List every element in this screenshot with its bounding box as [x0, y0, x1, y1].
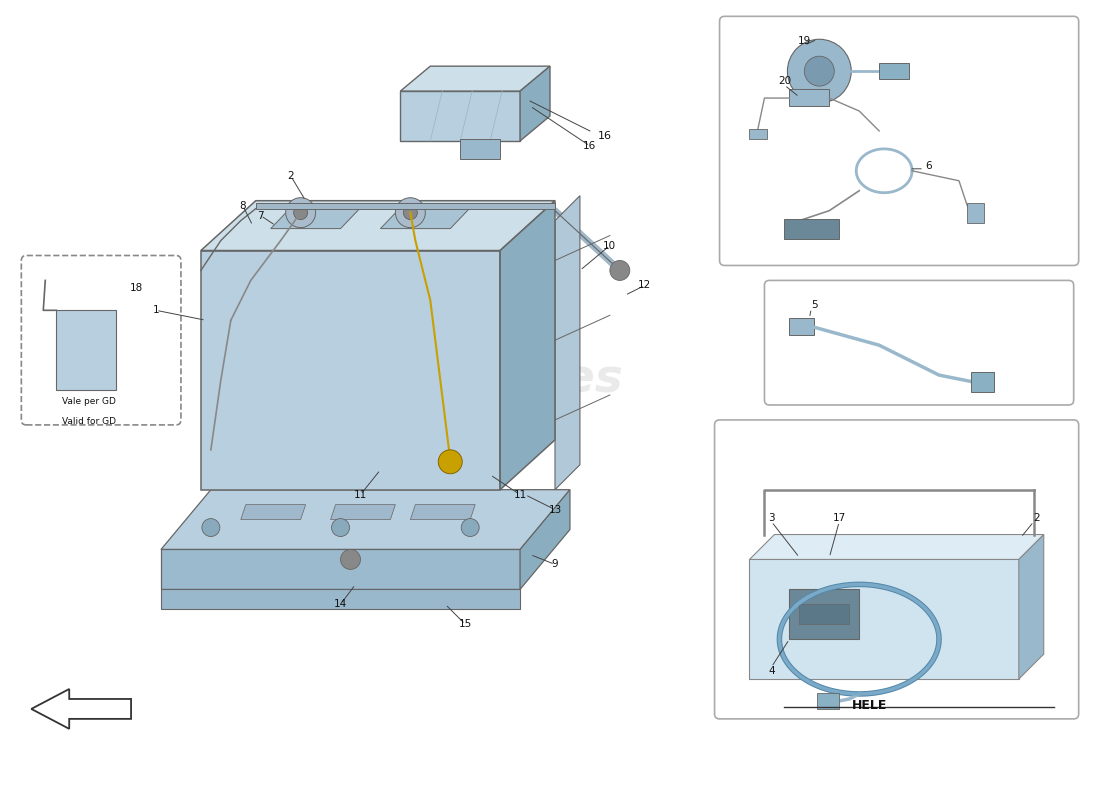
Polygon shape [749, 534, 1044, 559]
Text: 11: 11 [354, 490, 367, 500]
Polygon shape [161, 490, 570, 550]
Polygon shape [201, 201, 556, 250]
Polygon shape [400, 66, 550, 91]
Polygon shape [790, 89, 829, 106]
Text: 12: 12 [638, 280, 651, 290]
Polygon shape [817, 693, 839, 709]
Text: 16: 16 [598, 131, 612, 141]
Text: 14: 14 [334, 599, 348, 610]
Text: 13: 13 [549, 505, 562, 514]
Circle shape [788, 39, 851, 103]
Text: Vale per GD: Vale per GD [63, 398, 117, 406]
Text: 2: 2 [287, 170, 294, 181]
Text: HELE: HELE [851, 699, 887, 713]
Polygon shape [460, 139, 500, 159]
Text: 3: 3 [768, 513, 774, 522]
FancyBboxPatch shape [21, 255, 180, 425]
Polygon shape [201, 250, 500, 490]
Text: euromares: euromares [338, 358, 623, 402]
Text: Valid for GD: Valid for GD [63, 418, 117, 426]
Polygon shape [800, 604, 849, 624]
Circle shape [202, 518, 220, 537]
Text: 20: 20 [778, 76, 791, 86]
Polygon shape [161, 590, 520, 610]
Polygon shape [161, 550, 520, 590]
Text: 17: 17 [833, 513, 846, 522]
Text: 6: 6 [926, 161, 933, 171]
Text: 19: 19 [798, 36, 811, 46]
Polygon shape [556, 196, 580, 490]
Circle shape [294, 206, 308, 220]
Circle shape [404, 206, 417, 220]
Polygon shape [971, 372, 994, 392]
Polygon shape [520, 66, 550, 141]
Polygon shape [1019, 534, 1044, 679]
FancyBboxPatch shape [715, 420, 1079, 719]
Text: 15: 15 [459, 619, 472, 630]
Polygon shape [271, 206, 363, 229]
Polygon shape [241, 505, 306, 519]
Polygon shape [749, 559, 1019, 679]
Text: 11: 11 [514, 490, 527, 500]
Circle shape [341, 550, 361, 570]
Polygon shape [331, 505, 395, 519]
Polygon shape [500, 201, 556, 490]
FancyBboxPatch shape [719, 16, 1079, 266]
Polygon shape [31, 689, 131, 729]
FancyBboxPatch shape [764, 281, 1074, 405]
Polygon shape [410, 505, 475, 519]
Circle shape [804, 56, 834, 86]
Circle shape [395, 198, 426, 228]
Text: 9: 9 [552, 559, 559, 570]
Polygon shape [255, 202, 556, 209]
Polygon shape [967, 202, 983, 222]
Text: 4: 4 [768, 666, 774, 676]
Text: 2: 2 [1034, 513, 1041, 522]
Polygon shape [400, 91, 520, 141]
Text: 1: 1 [153, 306, 159, 315]
Text: 8: 8 [240, 201, 246, 210]
Circle shape [331, 518, 350, 537]
Polygon shape [749, 129, 768, 139]
Text: 18: 18 [130, 283, 143, 294]
Polygon shape [56, 310, 117, 390]
Text: 10: 10 [603, 241, 616, 250]
Circle shape [609, 261, 630, 281]
Polygon shape [790, 590, 859, 639]
Circle shape [286, 198, 316, 228]
Circle shape [438, 450, 462, 474]
Circle shape [461, 518, 480, 537]
Polygon shape [790, 318, 814, 335]
Text: a passion for parts since 1985: a passion for parts since 1985 [251, 470, 450, 510]
Text: 16: 16 [583, 141, 596, 151]
Polygon shape [879, 63, 909, 79]
Polygon shape [520, 490, 570, 590]
Polygon shape [381, 206, 472, 229]
Text: 7: 7 [257, 210, 264, 221]
Text: 5: 5 [811, 300, 817, 310]
Polygon shape [784, 218, 839, 238]
